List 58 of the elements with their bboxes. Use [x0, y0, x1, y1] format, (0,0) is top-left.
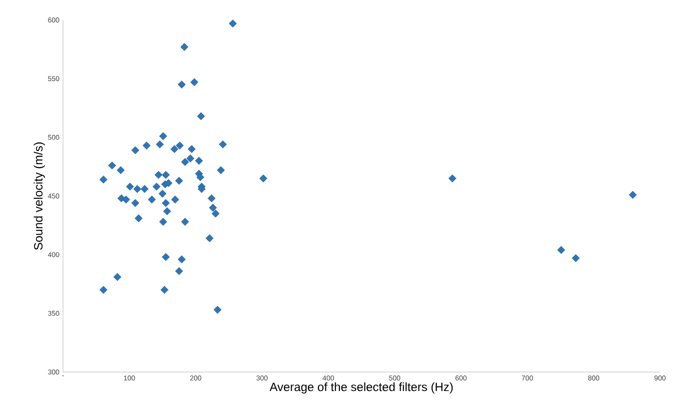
point: [180, 43, 188, 51]
point: [572, 254, 580, 262]
point: [142, 142, 151, 150]
point: [152, 182, 160, 191]
point: [181, 158, 189, 166]
point: [259, 174, 268, 182]
point: [190, 78, 198, 86]
point: [208, 204, 217, 212]
point: [159, 132, 168, 140]
point: [178, 80, 186, 88]
point: [448, 174, 456, 182]
point: [131, 199, 140, 207]
point: [557, 246, 566, 254]
point: [186, 154, 194, 162]
point: [133, 185, 142, 193]
x-axis-title: Average of the selected filters (Hz): [270, 382, 453, 394]
point: [162, 170, 170, 179]
point: [171, 196, 180, 204]
point: [162, 199, 170, 207]
point: [181, 218, 189, 226]
point: [206, 234, 214, 242]
point: [228, 20, 237, 28]
y-axis-title: Sound velocity (m/s): [34, 142, 45, 250]
point: [628, 190, 637, 199]
point: [175, 176, 184, 185]
point: [113, 273, 122, 281]
point: [176, 142, 184, 150]
point: [198, 185, 206, 193]
point: [122, 196, 130, 204]
point: [100, 176, 108, 184]
point: [131, 146, 140, 154]
point: [126, 182, 134, 191]
point: [214, 306, 222, 314]
point: [148, 196, 156, 204]
point: [188, 145, 196, 154]
point: [163, 207, 172, 216]
point: [178, 255, 186, 264]
point: [218, 140, 227, 148]
point: [116, 166, 125, 174]
point: [156, 140, 164, 148]
point: [216, 166, 225, 174]
point: [162, 253, 170, 261]
point: [159, 218, 168, 226]
point: [175, 267, 184, 276]
point: [212, 210, 220, 218]
point: [100, 286, 108, 294]
point: [160, 286, 168, 294]
point: [170, 145, 178, 154]
point: [158, 190, 166, 198]
point: [140, 185, 149, 193]
point: [197, 112, 205, 120]
point: [208, 194, 216, 202]
point: [108, 162, 116, 170]
point: [196, 173, 204, 182]
point: [195, 156, 203, 165]
point: [164, 179, 172, 188]
point: [134, 214, 143, 222]
point: [154, 170, 162, 179]
